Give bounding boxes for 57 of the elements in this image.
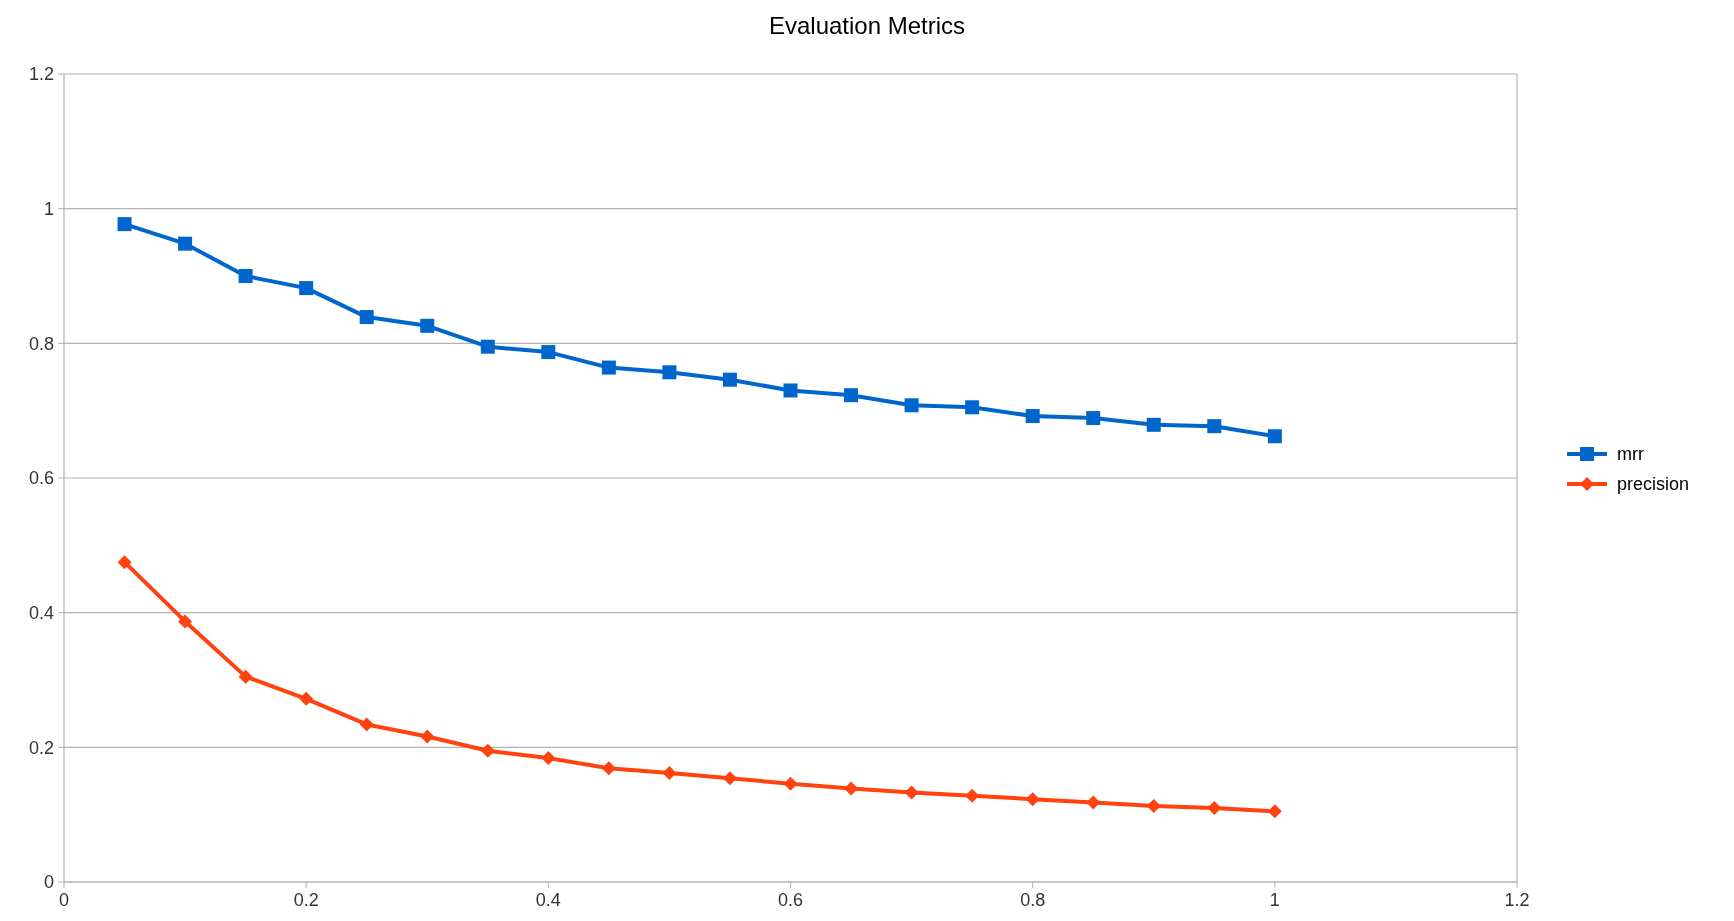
point <box>480 339 495 354</box>
point <box>1086 795 1101 810</box>
point <box>238 269 253 283</box>
point <box>601 761 616 776</box>
point <box>178 236 193 251</box>
point <box>844 388 859 403</box>
x-tick-label: 0.8 <box>1020 890 1046 910</box>
point <box>238 669 253 684</box>
point <box>1267 429 1282 444</box>
y-tick-label: 0.4 <box>28 602 54 623</box>
x-tick-label: 0.6 <box>777 890 804 910</box>
point <box>299 281 314 296</box>
point <box>965 400 980 415</box>
chart-title: Evaluation Metrics <box>768 12 966 39</box>
point <box>1267 804 1282 819</box>
point <box>1146 417 1161 432</box>
point <box>299 691 314 706</box>
point <box>783 776 798 791</box>
point <box>1025 409 1040 424</box>
point <box>1146 798 1161 813</box>
x-tick-label: 1 <box>1269 890 1280 910</box>
point <box>722 771 737 786</box>
y-tick-label: 0.8 <box>28 333 54 354</box>
point <box>1207 800 1222 815</box>
point <box>359 717 374 732</box>
y-tick-label: 0.2 <box>28 737 54 758</box>
point <box>662 365 677 380</box>
point <box>904 785 919 800</box>
point <box>541 345 556 360</box>
point <box>1086 411 1101 426</box>
y-tick-label: 1 <box>43 198 54 219</box>
point <box>662 765 677 780</box>
legend-label: mrr <box>1617 444 1644 465</box>
point <box>783 383 798 398</box>
point <box>480 743 495 758</box>
x-tick-label: 0 <box>58 890 70 910</box>
point <box>178 614 193 629</box>
point <box>420 729 435 744</box>
x-tick-label: 0.2 <box>293 890 319 910</box>
point <box>965 788 980 803</box>
point <box>359 310 374 325</box>
y-tick-label: 1.2 <box>28 64 54 85</box>
point <box>1207 419 1222 434</box>
x-tick-label: 1.2 <box>1504 890 1530 910</box>
point <box>904 398 919 413</box>
y-tick-label: 0.6 <box>28 468 54 489</box>
y-tick-label: 0 <box>43 872 54 893</box>
point <box>117 217 132 232</box>
point <box>1025 792 1040 807</box>
point <box>844 781 859 796</box>
point <box>541 751 556 766</box>
legend-label: precision <box>1617 474 1690 495</box>
point <box>420 318 435 333</box>
point <box>722 372 737 387</box>
point <box>117 555 132 570</box>
point <box>601 360 616 375</box>
x-tick-label: 0.4 <box>535 890 561 910</box>
